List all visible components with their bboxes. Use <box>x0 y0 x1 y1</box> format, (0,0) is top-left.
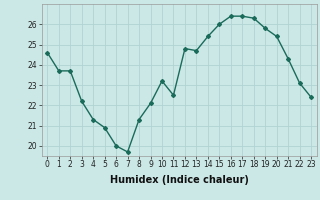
X-axis label: Humidex (Indice chaleur): Humidex (Indice chaleur) <box>110 175 249 185</box>
